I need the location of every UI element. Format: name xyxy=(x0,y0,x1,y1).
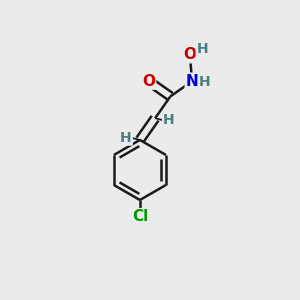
Text: H: H xyxy=(199,75,211,89)
Text: O: O xyxy=(183,47,196,62)
Text: Cl: Cl xyxy=(132,209,148,224)
Text: H: H xyxy=(163,113,175,128)
Text: H: H xyxy=(120,130,132,145)
Text: O: O xyxy=(142,74,155,89)
Text: H: H xyxy=(197,42,208,56)
Text: N: N xyxy=(186,74,199,89)
